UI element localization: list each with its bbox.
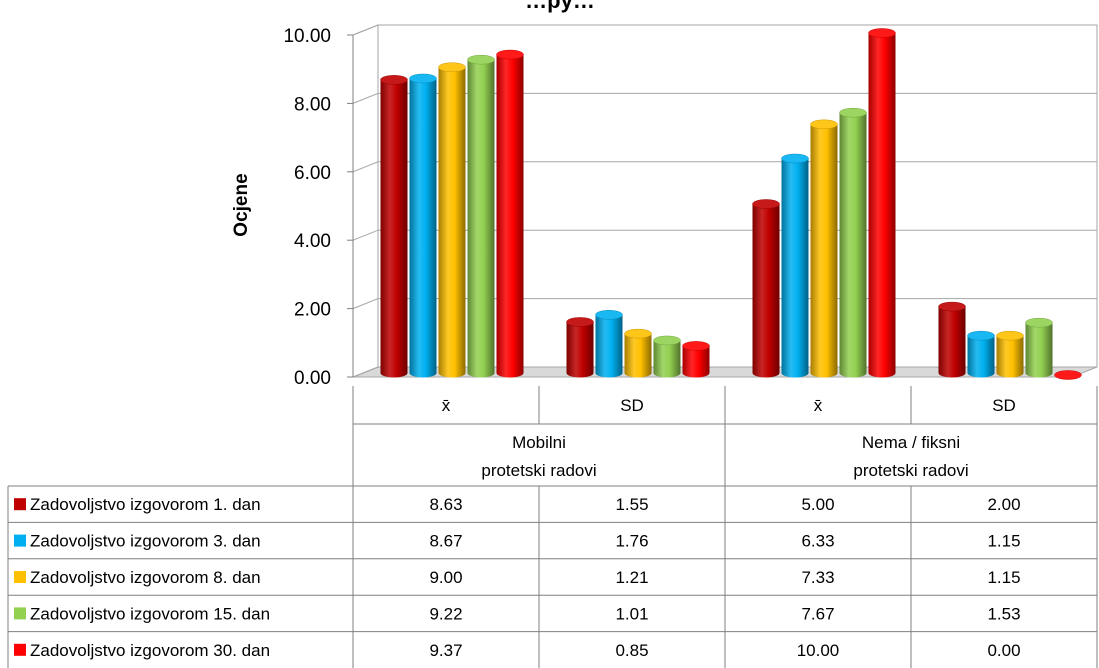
legend-label: Zadovoljstvo izgovorom 1. dan xyxy=(30,495,261,514)
y-tick-label: 8.00 xyxy=(294,94,331,115)
table-cell: 2.00 xyxy=(987,495,1020,514)
group-label: protetski radovi xyxy=(481,461,596,480)
bar xyxy=(624,328,652,378)
bar xyxy=(467,54,495,378)
y-tick-label: 4.00 xyxy=(294,231,331,252)
table-cell: 0.00 xyxy=(987,641,1020,660)
y-tick-label: 10.00 xyxy=(283,26,331,47)
legend-label: Zadovoljstvo izgovorom 3. dan xyxy=(30,532,261,551)
group-label: Mobilni xyxy=(512,433,566,452)
table-cell: 6.33 xyxy=(801,532,834,551)
table-cell: 0.85 xyxy=(615,641,648,660)
table-cell: 5.00 xyxy=(801,495,834,514)
bar xyxy=(438,62,466,378)
group-label: protetski radovi xyxy=(853,461,968,480)
table-cell: 10.00 xyxy=(797,641,840,660)
table-cell: 1.15 xyxy=(987,532,1020,551)
bar xyxy=(1025,317,1053,378)
table-cell: 1.01 xyxy=(615,604,648,623)
table-cell: 7.67 xyxy=(801,604,834,623)
bar xyxy=(409,73,437,378)
gridline xyxy=(352,92,1097,104)
subcategory-label: SD xyxy=(992,396,1016,415)
data-table: x̄ SD Mobilni protetski radovi x̄ SD Nema / fi… xyxy=(7,386,1098,668)
bar xyxy=(839,107,867,378)
bar xyxy=(380,75,408,378)
bar xyxy=(653,335,681,378)
y-tick-label: 0.00 xyxy=(294,368,331,389)
chart-title: …py… xyxy=(525,0,595,13)
table-cell: 1.21 xyxy=(615,568,648,587)
bar xyxy=(781,153,809,378)
y-axis-label: Ocjene xyxy=(231,173,252,236)
table-cell: 1.76 xyxy=(615,532,648,551)
legend-label: Zadovoljstvo izgovorom 30. dan xyxy=(30,641,270,660)
gridline xyxy=(352,24,1097,36)
legend-swatch xyxy=(14,571,26,583)
bar xyxy=(996,330,1024,378)
bar xyxy=(868,28,896,378)
bar xyxy=(595,310,623,378)
y-axis: 0.00 2.00 4.00 6.00 8.00 10.00 xyxy=(283,26,354,389)
table-cell: 9.00 xyxy=(429,568,462,587)
side-wall xyxy=(352,24,379,378)
subcategory-label: SD xyxy=(620,396,644,415)
legend-label: Zadovoljstvo izgovorom 8. dan xyxy=(30,568,261,587)
table-cell: 8.63 xyxy=(429,495,462,514)
subcategory-label: x̄ xyxy=(442,396,451,415)
bar xyxy=(1054,370,1082,380)
bar xyxy=(967,330,995,378)
table-cell: 8.67 xyxy=(429,532,462,551)
table-cell: 1.15 xyxy=(987,568,1020,587)
table-cell: 7.33 xyxy=(801,568,834,587)
bar xyxy=(752,199,780,378)
group-label: Nema / fiksni xyxy=(862,433,960,452)
subcategory-label: x̄ xyxy=(814,396,823,415)
legend-label: Zadovoljstvo izgovorom 15. dan xyxy=(30,604,270,623)
bar xyxy=(566,317,594,378)
legend-swatch xyxy=(14,643,26,656)
bar xyxy=(938,301,966,378)
legend-swatch xyxy=(14,607,26,620)
legend-swatch xyxy=(14,534,26,547)
table-cell: 1.53 xyxy=(987,604,1020,623)
y-tick-label: 2.00 xyxy=(294,300,331,321)
table-cell: 9.37 xyxy=(429,641,462,660)
table-cell: 9.22 xyxy=(429,604,462,623)
bars xyxy=(380,28,1082,380)
table-cell: 1.55 xyxy=(615,495,648,514)
bar xyxy=(682,341,710,378)
legend-swatch xyxy=(14,498,26,511)
bar xyxy=(810,119,838,378)
bar xyxy=(496,49,524,378)
y-tick-label: 6.00 xyxy=(294,163,331,184)
